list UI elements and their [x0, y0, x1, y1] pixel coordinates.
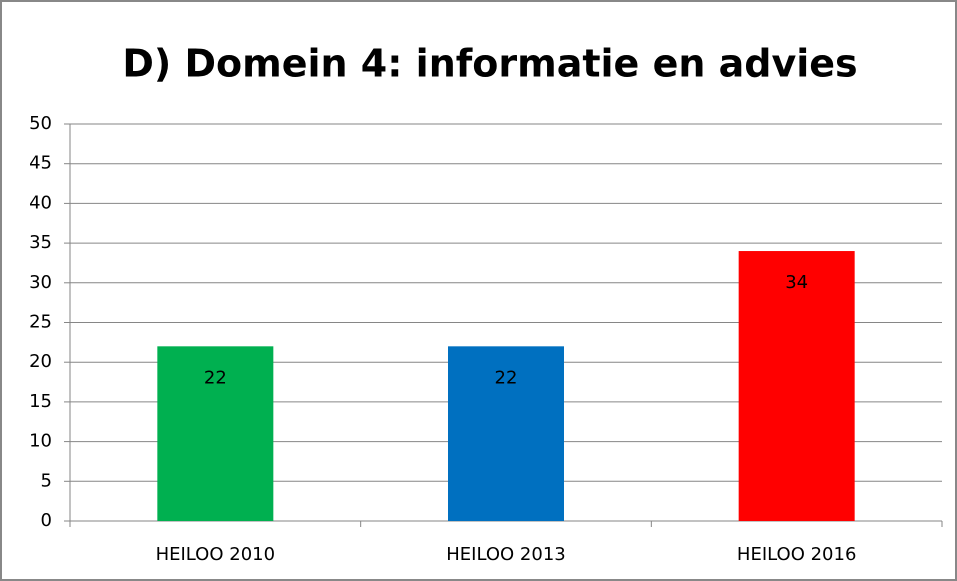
y-tick-label: 50 — [29, 113, 52, 134]
bar — [738, 251, 855, 522]
y-tick-label: 45 — [29, 153, 52, 174]
y-tick-label: 25 — [29, 312, 52, 333]
x-tick-label: HEILOO 2016 — [737, 544, 856, 565]
chart-title: D) Domein 4: informatie en advies — [122, 42, 857, 86]
y-tick-label: 0 — [41, 510, 52, 531]
y-tick-label: 5 — [41, 470, 52, 491]
data-label: 34 — [785, 272, 808, 293]
x-tick-label: HEILOO 2010 — [156, 544, 275, 565]
bar — [157, 346, 274, 521]
y-tick-label: 30 — [29, 272, 52, 293]
y-tick-label: 15 — [29, 391, 52, 412]
y-tick-label: 10 — [29, 431, 52, 452]
y-tick-label: 20 — [29, 351, 52, 372]
x-tick-label: HEILOO 2013 — [446, 544, 565, 565]
y-tick-label: 40 — [29, 192, 52, 213]
data-label: 22 — [495, 367, 518, 388]
data-label: 22 — [204, 367, 227, 388]
bar — [448, 346, 564, 521]
y-tick-label: 35 — [29, 232, 52, 253]
